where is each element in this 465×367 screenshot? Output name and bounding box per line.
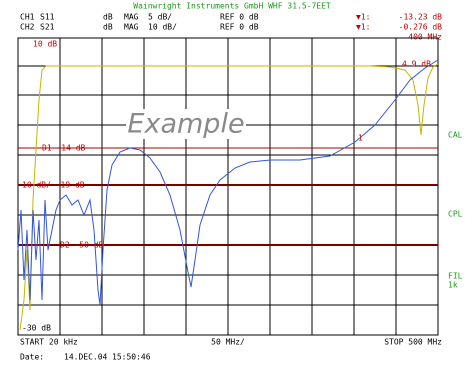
watermark: Example <box>127 109 244 140</box>
ch-scale: 5 dB/ <box>148 13 172 22</box>
grid <box>17 37 439 336</box>
scale-label: 10 dB <box>33 40 57 49</box>
trace-s21 <box>19 63 439 331</box>
ref-label: 10 dB/ -19 dB <box>22 181 85 190</box>
softkey: 1k <box>448 281 458 290</box>
marker-value: -0.276 dB <box>399 23 443 32</box>
start-freq: START 20 kHz <box>20 338 78 347</box>
softkey: FIL <box>448 272 463 281</box>
stop-freq: STOP 500 MHz <box>384 338 442 347</box>
ch-format: dB <box>103 13 113 22</box>
softkey: CPL <box>448 210 463 219</box>
date: 14.DEC.04 <box>64 353 108 362</box>
trace-s11 <box>17 59 439 306</box>
marker-value: -13.23 dB <box>399 13 443 22</box>
ch-ref: REF 0 dB <box>220 23 259 32</box>
ch-ref: REF 0 dB <box>220 13 259 22</box>
marker-symbol: ▼1: <box>356 23 370 32</box>
limit-label: D2 -50 dB <box>60 241 104 250</box>
title: Wainwright Instruments GmbH WHF 31.5-7EE… <box>133 2 331 11</box>
ch-scale: 10 dB/ <box>148 23 177 32</box>
marker-label: 4.9 dB <box>402 60 431 69</box>
ch-format: dB <box>103 23 113 32</box>
marker-symbol: ▼1: <box>356 13 370 22</box>
ch-mode: MAG <box>124 13 139 22</box>
limit-label: D1 -14 dB <box>42 144 86 153</box>
ch-param: S11 <box>40 13 55 22</box>
ch-label: CH1 <box>20 13 35 22</box>
ch-param: S21 <box>40 23 55 32</box>
time: 15:50:46 <box>112 353 151 362</box>
ch-mode: MAG <box>124 23 139 32</box>
scale-label: -30 dB <box>22 324 51 333</box>
watermark-bg <box>126 109 246 139</box>
softkey: CAL <box>448 131 463 140</box>
date-label: Date: <box>20 353 44 362</box>
span: 50 MHz/ <box>211 338 245 347</box>
marker-num: 1 <box>358 134 363 143</box>
marker-freq: 400 MHz <box>408 33 442 42</box>
ch-label: CH2 <box>20 23 35 32</box>
